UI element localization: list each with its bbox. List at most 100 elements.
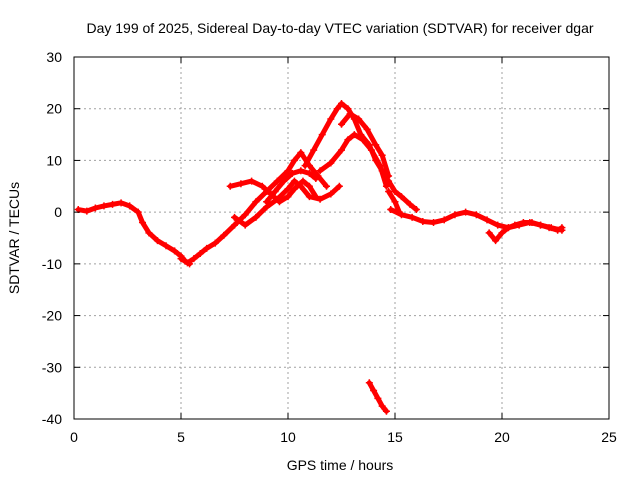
data-point <box>327 115 335 123</box>
data-point <box>528 218 536 226</box>
data-point <box>310 146 318 154</box>
data-point <box>382 182 390 190</box>
y-tick-label: 10 <box>46 152 62 168</box>
data-point <box>387 206 395 214</box>
data-point <box>100 202 108 210</box>
data-point <box>359 136 367 144</box>
data-point <box>263 198 271 206</box>
chart-title: Day 199 of 2025, Sidereal Day-to-day VTE… <box>86 20 593 36</box>
data-point <box>519 218 527 226</box>
y-axis-label: SDTVAR / TECUs <box>6 182 22 294</box>
data-point <box>382 407 390 415</box>
data-point <box>220 231 228 239</box>
data-point <box>365 379 373 387</box>
data-point <box>226 182 234 190</box>
y-tick-label: -10 <box>42 256 62 272</box>
data-point <box>316 167 324 175</box>
data-point <box>545 224 553 232</box>
data-point <box>419 217 427 225</box>
data-point <box>280 177 288 185</box>
data-point <box>350 131 358 139</box>
data-point <box>284 193 292 201</box>
data-point <box>335 182 343 190</box>
data-point <box>338 146 345 154</box>
y-tick-label: -40 <box>42 411 62 427</box>
data-point <box>378 151 386 159</box>
data-point <box>327 159 335 167</box>
data-point <box>355 115 363 123</box>
data-point <box>275 198 283 206</box>
data-point <box>504 224 512 232</box>
data-point <box>83 207 91 215</box>
data-point <box>374 394 382 402</box>
data-point <box>171 247 179 255</box>
data-point <box>492 237 500 245</box>
x-tick-label: 0 <box>70 429 78 445</box>
data-point <box>203 244 211 252</box>
x-tick-label: 15 <box>387 429 403 445</box>
data-point <box>397 193 405 201</box>
data-point <box>231 221 238 229</box>
grid <box>74 57 609 419</box>
series-trace <box>232 178 342 228</box>
data-point <box>430 218 438 226</box>
data-point <box>109 200 117 208</box>
data-point <box>344 105 352 113</box>
data-point <box>145 229 153 237</box>
data-point <box>177 255 185 263</box>
data-point <box>323 182 331 190</box>
data-point <box>284 185 292 193</box>
data-point <box>126 202 134 210</box>
data-point <box>297 167 305 175</box>
y-tick-label: 20 <box>46 101 62 117</box>
data-point <box>162 242 170 250</box>
data-point <box>408 213 416 221</box>
data-point <box>252 198 260 206</box>
data-point <box>117 199 125 207</box>
data-point <box>462 208 470 216</box>
data-point <box>91 204 99 212</box>
data-point <box>367 146 375 154</box>
data-point <box>301 162 309 170</box>
data-point <box>190 255 198 263</box>
data-point <box>284 167 292 175</box>
series-track-12 <box>365 379 390 415</box>
data-point <box>376 162 384 170</box>
data-point <box>312 193 320 201</box>
data-point <box>327 190 335 198</box>
data-point <box>273 177 281 185</box>
data-point <box>231 213 238 221</box>
data-point <box>290 156 298 164</box>
data-point <box>451 211 459 219</box>
y-tick-label: -30 <box>42 359 62 375</box>
data-point <box>391 187 399 195</box>
x-tick-label: 5 <box>177 429 185 445</box>
x-tick-label: 20 <box>494 429 510 445</box>
data-point <box>378 402 386 410</box>
data-point <box>237 180 245 188</box>
y-tick-label: -20 <box>42 308 62 324</box>
data-point <box>305 169 313 177</box>
data-layer <box>74 100 566 415</box>
data-point <box>258 182 266 190</box>
y-tick-label: 0 <box>54 204 62 220</box>
data-point <box>494 221 502 229</box>
data-point <box>537 221 545 229</box>
data-point <box>483 216 491 224</box>
data-point <box>385 187 393 195</box>
data-point <box>406 200 414 208</box>
data-point <box>299 177 307 185</box>
series-track-5 <box>263 167 320 206</box>
series-track-11 <box>485 218 566 245</box>
data-point <box>363 125 371 133</box>
data-point <box>211 239 219 247</box>
data-point <box>271 187 279 195</box>
data-point <box>472 211 480 219</box>
series-track-7 <box>316 131 390 190</box>
data-point <box>370 387 378 395</box>
data-point <box>346 110 354 118</box>
data-point <box>511 221 519 229</box>
data-point <box>290 177 298 185</box>
